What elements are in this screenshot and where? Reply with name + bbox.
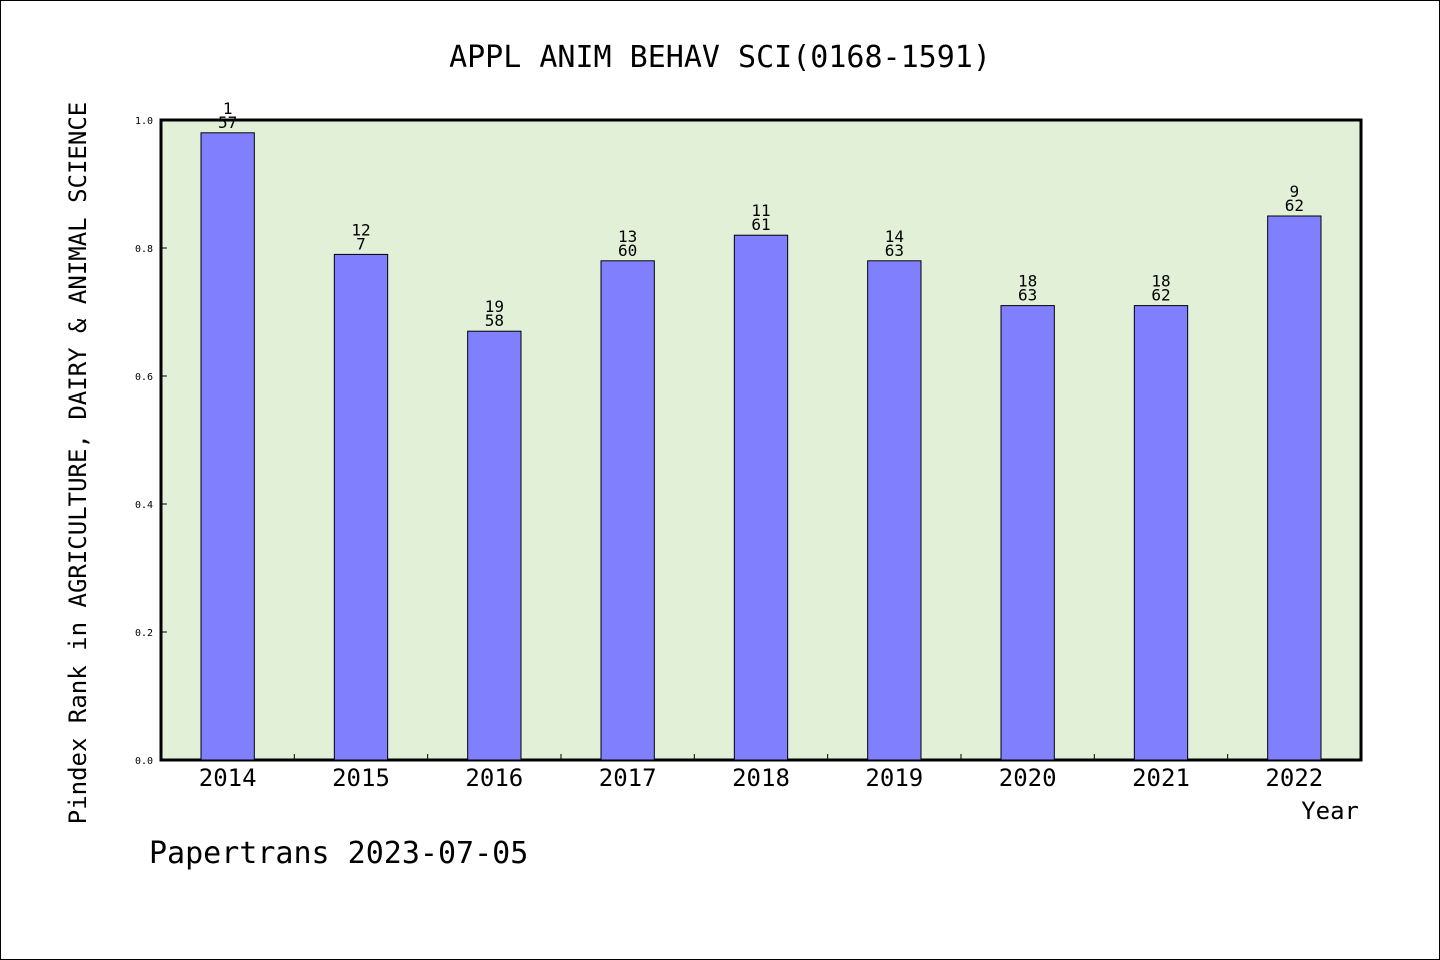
x-tick-label: 2020 (999, 764, 1057, 792)
bar-rank-label: 19 (485, 297, 504, 316)
y-tick-label: 0.4 (135, 500, 153, 511)
bar (1267, 215, 1322, 761)
bar (1133, 305, 1189, 761)
x-tick-label: 2021 (1132, 764, 1190, 792)
chart-title: APPL ANIM BEHAV SCI(0168-1591) (449, 40, 991, 75)
x-tick-label: 2017 (599, 764, 657, 792)
bar (733, 234, 789, 761)
x-axis: 2014 2015 2016 2017 2018 2019 2020 2021 2022 (199, 754, 1323, 792)
y-tick-label: 0.0 (135, 756, 153, 767)
bar-total-label: 58 (485, 311, 504, 330)
bar-rank-label: 11 (751, 201, 770, 220)
bar (1000, 305, 1055, 761)
bar-rank-label: 13 (618, 227, 637, 246)
bar-total-label: 63 (885, 241, 904, 260)
x-axis-label: Year (1301, 797, 1359, 825)
bar-total-label: 60 (618, 241, 637, 260)
bar (467, 330, 522, 761)
y-tick-label: 0.8 (135, 244, 153, 255)
x-tick-label: 2016 (465, 764, 523, 792)
bar-rank-label: 1 (223, 99, 233, 118)
bar-rank-label: 18 (1018, 272, 1037, 291)
bar (200, 132, 255, 761)
bar-rank-label: 14 (885, 227, 904, 246)
bar-total-label: 7 (356, 234, 366, 253)
x-tick-label: 2022 (1265, 764, 1323, 792)
x-tick-label: 2018 (732, 764, 790, 792)
bar-total-label: 62 (1151, 286, 1170, 305)
y-tick-label: 0.6 (135, 372, 153, 383)
bar (867, 260, 922, 761)
bar-rank-label: 18 (1151, 272, 1170, 291)
bar (600, 260, 655, 761)
footer-credit: Papertrans 2023-07-05 (149, 836, 528, 871)
y-tick-label: 1.0 (135, 116, 153, 127)
y-axis: 0.0 0.2 0.4 0.6 0.8 1.0 (135, 116, 167, 767)
y-axis-label: Pindex Rank in AGRICULTURE, DAIRY & ANIM… (64, 102, 92, 824)
bars (200, 132, 1322, 761)
bar-total-label: 61 (751, 215, 770, 234)
bar-rank-label: 12 (351, 220, 370, 239)
x-tick-label: 2019 (865, 764, 923, 792)
bar-total-label: 57 (218, 113, 237, 132)
bar-rank-label: 9 (1290, 182, 1300, 201)
bar-total-label: 62 (1285, 196, 1304, 215)
bar-total-label: 63 (1018, 286, 1037, 305)
x-tick-label: 2015 (332, 764, 390, 792)
bar (333, 253, 389, 761)
x-tick-label: 2014 (199, 764, 257, 792)
y-tick-label: 0.2 (135, 628, 153, 639)
